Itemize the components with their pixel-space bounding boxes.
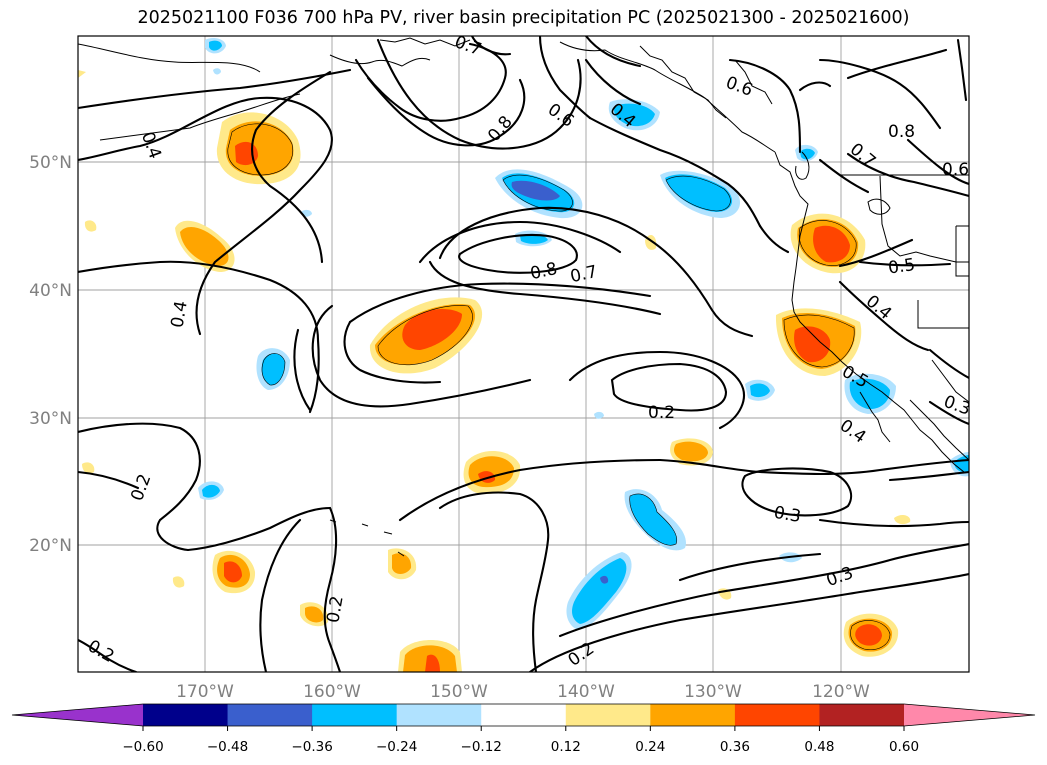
colorbar-segment bbox=[481, 704, 567, 726]
contour-label: 0.4 bbox=[167, 299, 191, 329]
colorbar-segment bbox=[143, 704, 229, 726]
lon-label: 120°W bbox=[812, 682, 870, 702]
lon-label: 130°W bbox=[684, 682, 742, 702]
contour-label: 0.2 bbox=[648, 403, 675, 423]
colorbar-extend-max bbox=[904, 704, 1035, 726]
lon-label: 170°W bbox=[176, 682, 234, 702]
lon-label: 150°W bbox=[430, 682, 488, 702]
colorbar-tick-label: −0.36 bbox=[291, 739, 332, 755]
colorbar-tick-label: 0.12 bbox=[551, 739, 581, 755]
colorbar-tick-label: 0.60 bbox=[889, 739, 919, 755]
contour-label: 0.6 bbox=[942, 160, 969, 180]
lat-label: 40°N bbox=[29, 281, 72, 301]
gridlines bbox=[78, 36, 969, 672]
colorbar-tick-label: 0.24 bbox=[635, 739, 665, 755]
colorbar: −0.60 −0.48 −0.36 −0.24 −0.12 0.12 0.24 0.36 0.4… bbox=[11, 703, 1036, 755]
colorbar-tick-label: 0.36 bbox=[720, 739, 750, 755]
lon-label: 140°W bbox=[557, 682, 615, 702]
colorbar-segment bbox=[312, 704, 398, 726]
colorbar-segment bbox=[396, 704, 482, 726]
colorbar-tick-label: −0.24 bbox=[376, 739, 417, 755]
coastlines bbox=[78, 37, 969, 557]
colorbar-tick-label: −0.48 bbox=[207, 739, 248, 755]
pv-contours bbox=[78, 36, 969, 672]
colorbar-extend-min bbox=[12, 704, 143, 726]
map-frame bbox=[77, 35, 970, 673]
colorbar-tick-label: −0.60 bbox=[122, 739, 163, 755]
colorbar-tick-label: −0.12 bbox=[461, 739, 502, 755]
contour-label: 0.5 bbox=[887, 255, 917, 279]
precipitation-shading bbox=[78, 38, 969, 672]
colorbar-segment bbox=[650, 704, 736, 726]
negative-core bbox=[511, 180, 609, 584]
precip-outlines bbox=[227, 123, 891, 650]
colorbar-segment bbox=[734, 704, 820, 726]
contour-label: 0.3 bbox=[772, 503, 802, 527]
contour-label: 0.2 bbox=[323, 594, 347, 624]
colorbar-segment bbox=[565, 704, 651, 726]
longitude-labels: 170°W 160°W 150°W 140°W 130°W 120°W bbox=[176, 682, 870, 702]
lon-label: 160°W bbox=[303, 682, 361, 702]
colorbar-segment bbox=[227, 704, 313, 726]
lat-label: 20°N bbox=[29, 536, 72, 556]
colorbar-tick-label: 0.48 bbox=[804, 739, 834, 755]
contour-label: 0.8 bbox=[888, 122, 915, 142]
colorbar-segment bbox=[819, 704, 905, 726]
latitude-labels: 50°N 40°N 30°N 20°N bbox=[29, 153, 72, 556]
map-title: 2025021100 F036 700 hPa PV, river basin … bbox=[137, 8, 910, 28]
lat-label: 50°N bbox=[29, 153, 72, 173]
lat-label: 30°N bbox=[29, 409, 72, 429]
